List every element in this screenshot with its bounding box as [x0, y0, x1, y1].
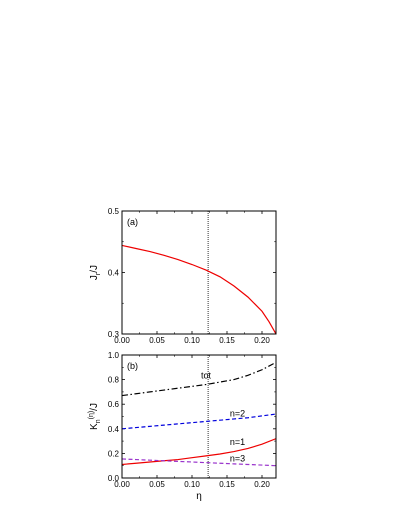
x-tick-label: 0.05 — [149, 480, 165, 489]
x-tick-label: 0.05 — [149, 336, 165, 345]
y-axis-label-suffix: /J — [89, 265, 100, 273]
series-line — [122, 244, 276, 334]
y-tick-label: 1.0 — [108, 351, 120, 360]
x-tick-label: 0.10 — [184, 480, 200, 489]
x-axis-label: η — [196, 491, 202, 502]
y-axis-label-sup: (η) — [88, 411, 95, 420]
y-tick-label: 0.3 — [108, 330, 120, 339]
panel-b: 0.00 0.05 0.10 0.15 0.20 0.0 0.2 0.4 0.6 0.8 1.0 to… — [88, 351, 277, 502]
series-label: n=2 — [230, 409, 245, 419]
panel-label: (b) — [127, 361, 138, 371]
series-label: n=1 — [230, 437, 245, 447]
y-axis-label-main: K — [89, 423, 100, 430]
plot-frame — [121, 354, 277, 479]
y-tick-label: 0.4 — [108, 269, 120, 278]
series-label: tot — [201, 370, 212, 380]
x-tick-label: 0.00 — [114, 480, 130, 489]
series-line-n1 — [122, 438, 276, 466]
panel-a: 0.00 0.05 0.10 0.15 0.20 0.3 0.4 0.5 (a) Jr/J — [89, 207, 277, 345]
series-line-n2 — [122, 413, 276, 430]
x-tick-label: 0.20 — [254, 336, 270, 345]
panel-label: (a) — [127, 217, 138, 227]
x-tick-label: 0.15 — [219, 480, 235, 489]
series-label: n=3 — [230, 453, 245, 463]
x-tick-label: 0.10 — [184, 336, 200, 345]
plot-frame — [121, 210, 277, 335]
y-axis-label-suffix: /J — [89, 403, 100, 411]
y-tick-label: 0.0 — [108, 474, 120, 483]
y-tick-label: 0.6 — [108, 400, 120, 409]
y-tick-label: 0.8 — [108, 376, 120, 385]
x-tick-label: 0.20 — [254, 480, 270, 489]
y-tick-label: 0.5 — [108, 207, 120, 216]
y-axis-label-main: J — [89, 275, 100, 280]
series-line-tot — [122, 361, 276, 397]
y-tick-label: 0.2 — [108, 449, 120, 458]
y-tick-label: 0.4 — [108, 425, 120, 434]
x-tick-label: 0.00 — [114, 336, 130, 345]
y-axis-label: Kn(η)/J — [88, 403, 102, 430]
y-axis-label: Jr/J — [89, 265, 102, 280]
y-axis-label-sub: r — [95, 272, 102, 275]
y-axis-label-sub: n — [95, 419, 102, 423]
x-tick-label: 0.15 — [219, 336, 235, 345]
